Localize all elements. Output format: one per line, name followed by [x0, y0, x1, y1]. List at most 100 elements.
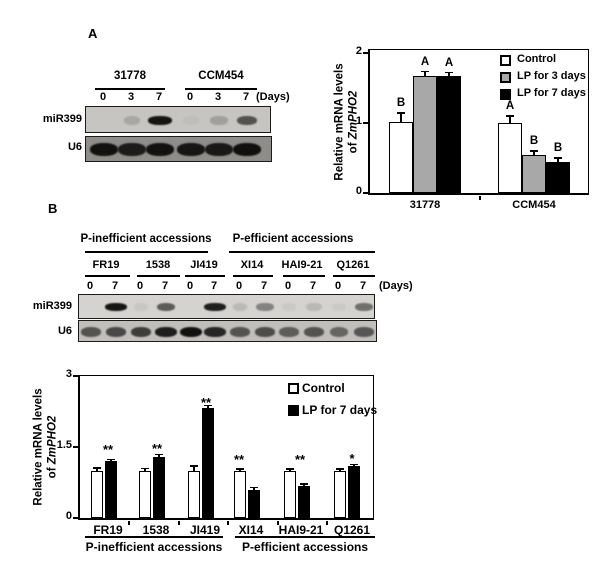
gel-b-lane-day: 7	[161, 280, 169, 292]
gel-b-lane-day: 0	[136, 280, 144, 292]
error-bar-cap	[204, 404, 212, 407]
gel-b-lane-day: 7	[260, 280, 268, 292]
error-bar-cap	[397, 112, 405, 114]
sig-asterisk: **	[102, 442, 114, 457]
gel-band	[210, 115, 228, 125]
chart-a-plot-area	[368, 49, 589, 195]
sig-asterisk: **	[294, 452, 306, 467]
chart-b-x-category-label: 1538	[142, 523, 170, 537]
chart-a-legend-swatch	[500, 72, 511, 83]
bar-ccm454-lp-for-3-days	[522, 154, 546, 193]
gel-b-accession-underline	[233, 275, 273, 277]
gel-a-u6-blot	[85, 136, 272, 162]
sig-asterisk: **	[200, 395, 212, 410]
gel-b-lane-day: 0	[186, 280, 194, 292]
chart-b-legend-label: LP for 7 days	[302, 403, 378, 417]
error-bar-cap	[445, 71, 453, 74]
gel-band	[329, 327, 349, 337]
error-bar-cap	[350, 463, 358, 466]
chart-b-plot-area	[78, 375, 374, 520]
chart-b-x-category-label: XI14	[238, 523, 264, 537]
gel-b-accession-name: XI14	[240, 259, 264, 271]
gel-b-mir399-blot	[78, 294, 375, 319]
gel-band	[148, 115, 172, 125]
gel-b-lane-day: 0	[334, 280, 342, 292]
chart-b-x-tick-mark	[227, 521, 229, 525]
gel-b-group-underline	[85, 251, 208, 253]
chart-a-y-tick-mark	[363, 192, 368, 194]
chart-b-legend-swatch	[288, 383, 299, 394]
chart-b-category-group-underline	[85, 536, 223, 538]
error-bar-cap	[286, 468, 294, 470]
chart-b-category-group-label: P-efficient accessions	[241, 540, 369, 554]
gel-b-lane-day: 0	[235, 280, 243, 292]
error-bar-stem	[339, 469, 341, 471]
chart-b-x-category-label: Q1261	[333, 523, 371, 537]
gel-a-group-name: 31778	[114, 70, 146, 82]
error-bar-cap	[300, 483, 308, 485]
error-bar-cap	[421, 70, 429, 73]
gel-b-accession-underline	[185, 275, 225, 277]
error-bar-cap	[554, 157, 562, 159]
gel-band	[256, 303, 274, 311]
error-bar-stem	[448, 72, 450, 77]
bar-31778-control	[389, 121, 413, 193]
error-bar-stem	[533, 151, 535, 155]
gel-a-lane-day: 7	[242, 91, 250, 103]
gel-b-lane-day: 7	[309, 280, 317, 292]
gel-band	[254, 327, 276, 337]
error-bar-stem	[353, 464, 355, 466]
chart-b-x-category-label: HAI9-21	[278, 523, 324, 537]
gel-a-lane-day: 0	[99, 91, 107, 103]
gel-a-group-underline	[95, 88, 165, 90]
gel-band	[179, 327, 203, 337]
gel-band	[145, 142, 175, 156]
chart-a-y-tick-label: 2	[355, 45, 362, 57]
error-bar-cap	[236, 468, 244, 470]
bar-xi14-control	[234, 470, 246, 518]
gel-a-lane-day: 7	[155, 91, 163, 103]
chart-b-y-tick-mark	[73, 375, 78, 378]
gel-band	[118, 142, 146, 156]
error-bar-stem	[509, 116, 511, 123]
error-bar-stem	[400, 113, 402, 122]
bar-fr19-control	[91, 470, 103, 518]
gel-band	[204, 303, 226, 311]
chart-a-legend-label: LP for 3 days	[517, 70, 586, 82]
gel-band	[89, 142, 119, 156]
gel-b-group-header: P-inefficient accessions	[80, 233, 212, 245]
sig-asterisk: *	[349, 451, 355, 466]
bar-ccm454-lp-for-7-days	[546, 161, 570, 193]
error-bar-stem	[424, 71, 426, 77]
chart-b-y-tick-mark	[73, 517, 78, 519]
bar-31778-lp-for-3-days	[413, 76, 437, 193]
error-bar-stem	[253, 487, 255, 490]
error-bar-stem	[158, 454, 160, 457]
chart-a-legend-label: Control	[517, 53, 557, 65]
error-bar-cap	[250, 486, 258, 489]
chart-b-x-category-label: FR19	[93, 523, 123, 537]
error-bar-cap	[336, 468, 344, 470]
gel-b-lane-day: 0	[86, 280, 94, 292]
error-bar-stem	[207, 405, 209, 408]
chart-b-y-tick-label: 1.5	[56, 439, 72, 452]
gel-band	[156, 303, 176, 311]
gel-b-accession-name: Q1261	[336, 259, 370, 271]
bar-hai9-21-lp-for-7-days	[298, 486, 310, 518]
error-bar-stem	[289, 469, 291, 471]
gel-b-accession-underline	[283, 275, 325, 277]
gel-a-days-caption: (Days)	[256, 91, 290, 103]
chart-b-y-tick-label: 3	[65, 368, 72, 381]
panel-b-label: B	[48, 201, 58, 216]
gel-a-lane-day: 0	[186, 91, 194, 103]
bar-hai9-21-control	[284, 470, 296, 518]
error-bar-cap	[155, 453, 163, 456]
bar-ccm454-control	[498, 123, 522, 193]
gel-a-lane-day: 3	[214, 91, 222, 103]
gel-band	[354, 327, 374, 337]
chart-b-x-tick-mark	[178, 521, 180, 525]
chart-a-x-category-label: CCM454	[512, 199, 556, 211]
panel-a-label: A	[88, 26, 98, 41]
gel-a-lane-day: 3	[127, 91, 135, 103]
